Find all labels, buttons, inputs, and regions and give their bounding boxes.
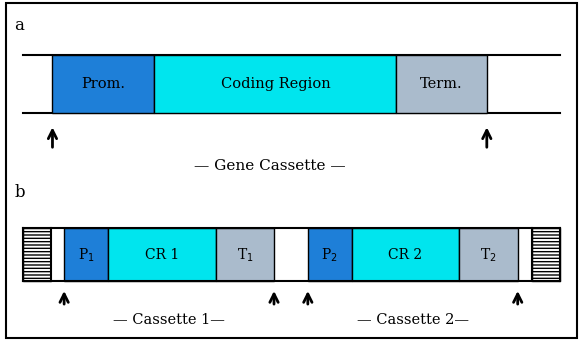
Bar <box>216 228 274 281</box>
Text: Coding Region: Coding Region <box>220 76 331 91</box>
Bar <box>275 228 308 281</box>
Bar <box>154 55 396 113</box>
Text: CR 2: CR 2 <box>388 248 423 262</box>
Bar <box>532 228 560 281</box>
Bar <box>352 228 459 281</box>
Text: a: a <box>15 17 24 34</box>
Bar <box>64 228 108 281</box>
Text: Term.: Term. <box>420 76 463 91</box>
Text: CR 1: CR 1 <box>145 248 179 262</box>
Text: Prom.: Prom. <box>82 76 125 91</box>
Text: T$_2$: T$_2$ <box>480 246 497 264</box>
Text: b: b <box>15 184 25 201</box>
Text: — Gene Cassette —: — Gene Cassette — <box>194 159 345 173</box>
Text: T$_1$: T$_1$ <box>237 246 253 264</box>
Text: — Cassette 2—: — Cassette 2— <box>357 313 469 327</box>
Text: — Cassette 1—: — Cassette 1— <box>113 313 225 327</box>
Bar <box>396 55 487 113</box>
Text: P$_1$: P$_1$ <box>78 246 94 264</box>
Bar <box>52 55 154 113</box>
Bar <box>51 228 64 281</box>
Bar <box>108 228 216 281</box>
Bar <box>308 228 352 281</box>
Text: P$_2$: P$_2$ <box>321 246 338 264</box>
Bar <box>23 228 51 281</box>
Bar <box>23 228 560 281</box>
Bar <box>459 228 518 281</box>
Bar <box>519 228 532 281</box>
